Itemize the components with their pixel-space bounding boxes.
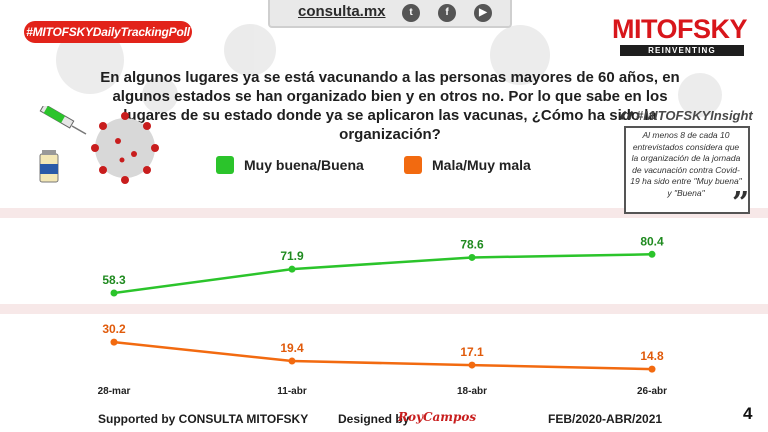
data-label-0-1: 71.9 [280,249,304,263]
virus-icon [91,112,159,184]
data-label-1-1: 19.4 [280,341,304,355]
legend-swatch-green [216,156,234,174]
data-point-1-0 [110,338,118,346]
open-quote-icon: “ [618,106,636,141]
data-point-0-2 [468,253,476,261]
data-point-0-3 [648,250,656,258]
series-line-1 [113,340,653,371]
data-point-0-0 [110,289,118,297]
survey-question: En algunos lugares ya se está vacunando … [100,69,680,143]
vaccine-illustration [39,106,159,184]
data-label-0-3: 80.4 [640,234,664,248]
data-point-1-3 [648,365,656,373]
series-line-0 [113,253,653,295]
top-bar [268,0,512,28]
close-quote-icon: ” [732,186,750,221]
site-link[interactable]: consulta.mx [298,3,386,20]
hashtag-badge: #MITOFSKYDailyTrackingPoll [24,21,192,43]
page-number: 4 [743,404,753,423]
brand-tagline: REINVENTING RESEARCH [620,45,744,66]
legend-item-green: Muy buena/Buena [216,156,364,174]
data-label-0-0: 58.3 [102,273,126,287]
vial-icon [39,150,59,183]
insight-box [624,126,750,214]
designer-signature: RoyCampos [398,410,477,424]
insight-title: #MITOFSKYInsight [636,108,753,123]
legend-item-orange: Mala/Muy mala [404,156,531,174]
twitter-icon[interactable]: t [402,4,420,22]
data-label-1-3: 14.8 [640,349,664,363]
syringe-icon [39,106,87,135]
insight-text: Al menos 8 de cada 10 entrevistados cons… [630,130,742,198]
legend-label-orange: Mala/Muy mala [432,157,531,173]
x-tick-label-0: 28-mar [98,386,131,397]
data-label-1-2: 17.1 [460,345,484,359]
x-tick-label-1: 11-abr [277,386,307,397]
brand-logo: MITOFSKY [612,14,748,44]
legend-swatch-orange [404,156,422,174]
footer-supported: Supported by CONSULTA MITOFSKY [98,412,309,426]
x-tick-label-3: 26-abr [637,386,667,397]
footer-designed: Designed by [338,412,410,426]
youtube-icon[interactable]: ▶ [474,4,492,22]
facebook-icon[interactable]: f [438,4,456,22]
data-point-1-2 [468,361,476,369]
data-point-0-1 [288,265,296,273]
data-label-1-0: 30.2 [102,322,126,336]
footer-period: FEB/2020-ABR/2021 [548,412,663,426]
legend-label-green: Muy buena/Buena [244,157,364,173]
data-point-1-1 [288,357,296,365]
x-tick-label-2: 18-abr [457,386,487,397]
data-label-0-2: 78.6 [460,237,484,251]
